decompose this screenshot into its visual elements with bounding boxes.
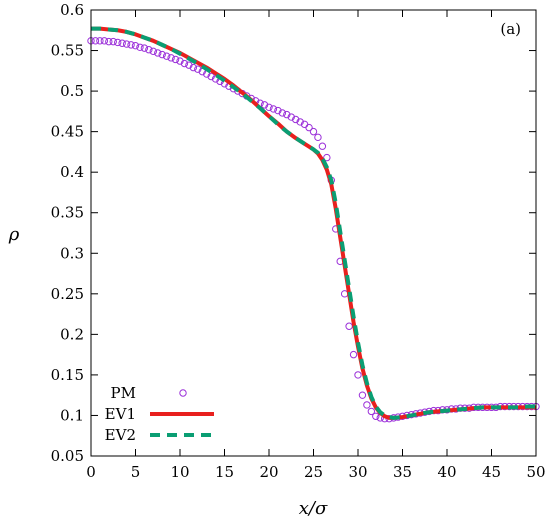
point-pm	[292, 115, 300, 124]
y-tick-label: 0.4	[60, 163, 84, 181]
point-pm	[149, 47, 158, 56]
point-pm	[265, 103, 273, 112]
legend-label-pm: PM	[111, 384, 136, 402]
point-pm	[118, 39, 126, 47]
y-tick-label: 0.5	[60, 82, 84, 100]
series-line-ev2	[91, 26, 536, 420]
point-pm	[367, 407, 376, 416]
y-tick-label: 0.6	[60, 1, 84, 19]
y-tick-label: 0.25	[51, 285, 84, 303]
point-pm	[274, 106, 282, 115]
y-axis-label: ρ	[8, 224, 20, 245]
y-tick-label: 0.2	[60, 325, 84, 343]
point-pm	[167, 54, 175, 62]
point-pm	[207, 72, 215, 81]
point-pm	[349, 350, 358, 359]
x-axis-label: x/σ	[299, 498, 328, 519]
point-pm	[363, 401, 371, 409]
point-pm	[154, 49, 162, 57]
y-tick-label: 0.55	[51, 42, 84, 60]
point-pm	[127, 41, 135, 49]
legend: PM EV1 EV2	[105, 384, 214, 444]
point-pm	[158, 50, 166, 59]
point-pm	[136, 43, 144, 52]
y-tick-label: 0.05	[51, 447, 84, 465]
x-tick-label: 5	[131, 463, 141, 481]
axes-layer: 0 5 10 15 20 25 30 35 40 45 50 0.05 0.1 0.15 0.2 0.25 0.…	[51, 1, 546, 481]
y-tick-label: 0.3	[60, 244, 84, 262]
y-tick-label: 0.1	[60, 406, 84, 424]
point-pm	[372, 412, 380, 420]
point-pm	[109, 37, 117, 46]
point-pm	[171, 55, 180, 64]
point-pm	[287, 113, 295, 121]
x-tick-label: 15	[215, 463, 234, 481]
x-tick-label: 40	[437, 463, 456, 481]
point-pm	[194, 65, 202, 73]
point-pm	[180, 59, 189, 68]
point-pm	[114, 38, 122, 47]
series-layer	[87, 26, 540, 423]
point-pm	[283, 110, 291, 119]
point-pm	[140, 44, 149, 52]
legend-label-ev1: EV1	[105, 405, 136, 423]
point-pm	[354, 371, 362, 379]
series-pm	[87, 37, 540, 423]
point-pm	[91, 37, 100, 45]
point-pm	[96, 37, 104, 45]
point-pm	[162, 52, 171, 60]
point-pm	[318, 142, 327, 150]
x-tick-label: 45	[482, 463, 501, 481]
point-pm	[185, 61, 193, 69]
x-tick-label: 35	[393, 463, 412, 481]
series-line-ev1	[91, 26, 536, 420]
x-tick-label: 30	[348, 463, 367, 481]
point-pm	[269, 105, 278, 113]
point-pm	[189, 63, 198, 72]
point-pm	[323, 153, 331, 162]
point-pm	[309, 127, 318, 136]
x-tick-label: 10	[170, 463, 189, 481]
point-pm	[345, 322, 353, 330]
y-tick-label: 0.45	[51, 123, 84, 141]
x-tick-label: 25	[304, 463, 323, 481]
point-pm	[122, 40, 131, 48]
legend-marker-pm	[179, 389, 187, 397]
point-pm	[176, 57, 184, 65]
point-pm	[296, 118, 304, 126]
y-tick-label: 0.15	[51, 366, 84, 384]
point-pm	[358, 391, 367, 399]
x-tick-label: 20	[259, 463, 278, 481]
point-pm	[145, 46, 153, 54]
point-pm	[278, 109, 287, 117]
x-tick-label: 50	[526, 463, 545, 481]
x-tick-label: 0	[86, 463, 96, 481]
point-pm	[100, 37, 109, 45]
point-pm	[305, 123, 313, 132]
point-pm	[131, 41, 140, 50]
point-pm	[314, 133, 322, 142]
y-tick-label: 0.35	[51, 204, 84, 222]
panel-label: (a)	[500, 20, 521, 38]
point-pm	[105, 37, 113, 46]
point-pm	[260, 101, 269, 109]
legend-label-ev2: EV2	[105, 426, 136, 444]
plot-frame	[90, 9, 537, 457]
